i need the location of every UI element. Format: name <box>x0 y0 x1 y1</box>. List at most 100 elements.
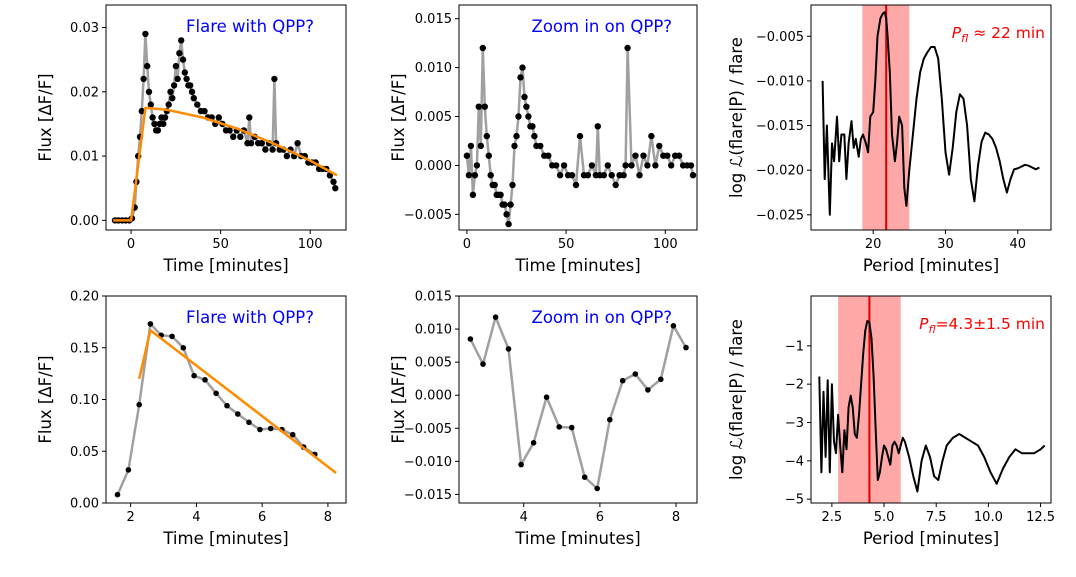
data-point <box>485 152 492 159</box>
x-tick-label: 30 <box>937 237 954 252</box>
data-point <box>258 140 265 147</box>
data-point <box>683 344 689 351</box>
x-tick-label: 8 <box>324 510 332 525</box>
y-tick-label: 0.005 <box>415 356 452 371</box>
data-point <box>518 461 524 468</box>
data-point <box>147 101 154 108</box>
data-point <box>169 333 175 340</box>
series-residuals-line <box>469 315 688 490</box>
data-point <box>247 140 255 147</box>
data-point <box>332 185 339 192</box>
y-axis-label: Flux [ΔF/F] <box>389 355 408 443</box>
data-point <box>467 336 474 342</box>
data-point <box>142 30 149 38</box>
data-point <box>568 172 576 179</box>
data-point <box>160 120 167 128</box>
x-axis-label: Time [minutes] <box>162 529 288 548</box>
x-tick-label: 10.0 <box>974 510 1003 525</box>
data-point <box>624 44 631 52</box>
data-point <box>511 142 518 150</box>
data-point <box>215 114 222 121</box>
data-point <box>187 82 194 89</box>
data-point <box>267 425 274 432</box>
series-rise-line <box>137 329 152 380</box>
data-point <box>505 346 512 352</box>
data-point <box>519 64 526 71</box>
data-point <box>294 140 301 147</box>
data-point <box>501 201 508 208</box>
y-tick-label: −0.005 <box>404 208 452 223</box>
y-tick-label: −0.015 <box>404 488 452 503</box>
data-point <box>543 394 550 401</box>
data-point <box>125 467 132 473</box>
x-axis-label: Time [minutes] <box>514 529 640 548</box>
axes-frame <box>105 295 347 504</box>
data-point <box>181 69 188 76</box>
x-tick-label: 4 <box>520 510 528 525</box>
data-point <box>465 172 473 179</box>
data-point <box>530 440 537 446</box>
data-point <box>176 50 183 57</box>
data-point <box>656 142 663 150</box>
data-point <box>497 191 504 198</box>
data-point <box>269 146 276 153</box>
data-point <box>619 377 626 384</box>
x-tick-label: 20 <box>865 237 882 252</box>
plot-area <box>114 321 337 498</box>
data-point <box>531 132 538 140</box>
data-point <box>588 162 596 169</box>
data-point <box>658 376 664 383</box>
y-tick-label: −5 <box>785 493 804 508</box>
axes-frame <box>810 4 1052 231</box>
x-tick-label: 5.0 <box>874 510 895 525</box>
x-tick-label: 0 <box>127 237 135 252</box>
data-point <box>521 93 528 101</box>
y-tick-label: −4 <box>785 454 804 469</box>
x-tick-label: 8 <box>672 510 680 525</box>
y-tick-label: −0.005 <box>404 422 452 437</box>
data-point <box>246 114 253 121</box>
data-point <box>576 132 584 140</box>
panel-title: Flare with QPP? <box>186 17 314 36</box>
data-point <box>537 142 544 150</box>
data-point <box>644 162 651 169</box>
data-point <box>226 127 233 134</box>
data-point <box>174 75 181 83</box>
data-point <box>144 62 151 70</box>
data-point <box>170 82 178 89</box>
data-point <box>283 152 291 160</box>
x-axis-label: Time [minutes] <box>162 256 288 275</box>
x-tick-label: 100 <box>298 237 323 252</box>
data-point <box>689 172 697 179</box>
data-point <box>632 371 639 377</box>
panel-title: Flare with QPP? <box>186 308 314 327</box>
panel-title: Zoom in on QPP? <box>532 308 673 327</box>
data-point <box>503 211 510 218</box>
series-data-line <box>115 32 337 222</box>
data-point <box>213 390 219 397</box>
y-tick-label: 0.05 <box>70 445 99 460</box>
plot-area <box>818 296 1046 503</box>
panel-p4: 2 4 6 8 0.00 0.05 0.10 0.15 0.20 Time [minutes] Fl… <box>36 290 347 548</box>
x-tick-label: 6 <box>258 510 266 525</box>
y-tick-label: −0.025 <box>756 208 804 223</box>
x-tick-label: 0 <box>463 237 471 252</box>
data-point <box>330 178 337 185</box>
data-point <box>180 345 187 351</box>
data-point <box>545 152 552 159</box>
data-point <box>201 107 208 115</box>
data-point <box>612 181 619 189</box>
y-tick-label: 0.15 <box>70 341 99 356</box>
data-point <box>553 162 560 169</box>
data-point <box>463 152 471 159</box>
data-point <box>147 321 154 327</box>
data-point <box>475 103 482 110</box>
y-tick-label: 0.000 <box>415 389 452 404</box>
plot-area <box>463 44 697 228</box>
data-point <box>257 426 263 433</box>
data-point <box>471 172 479 179</box>
data-point <box>594 123 601 130</box>
y-tick-label: 0.000 <box>415 159 452 174</box>
data-point <box>525 113 532 120</box>
